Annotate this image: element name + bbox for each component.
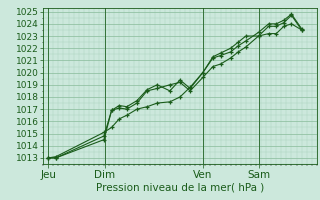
- X-axis label: Pression niveau de la mer( hPa ): Pression niveau de la mer( hPa ): [96, 182, 264, 192]
